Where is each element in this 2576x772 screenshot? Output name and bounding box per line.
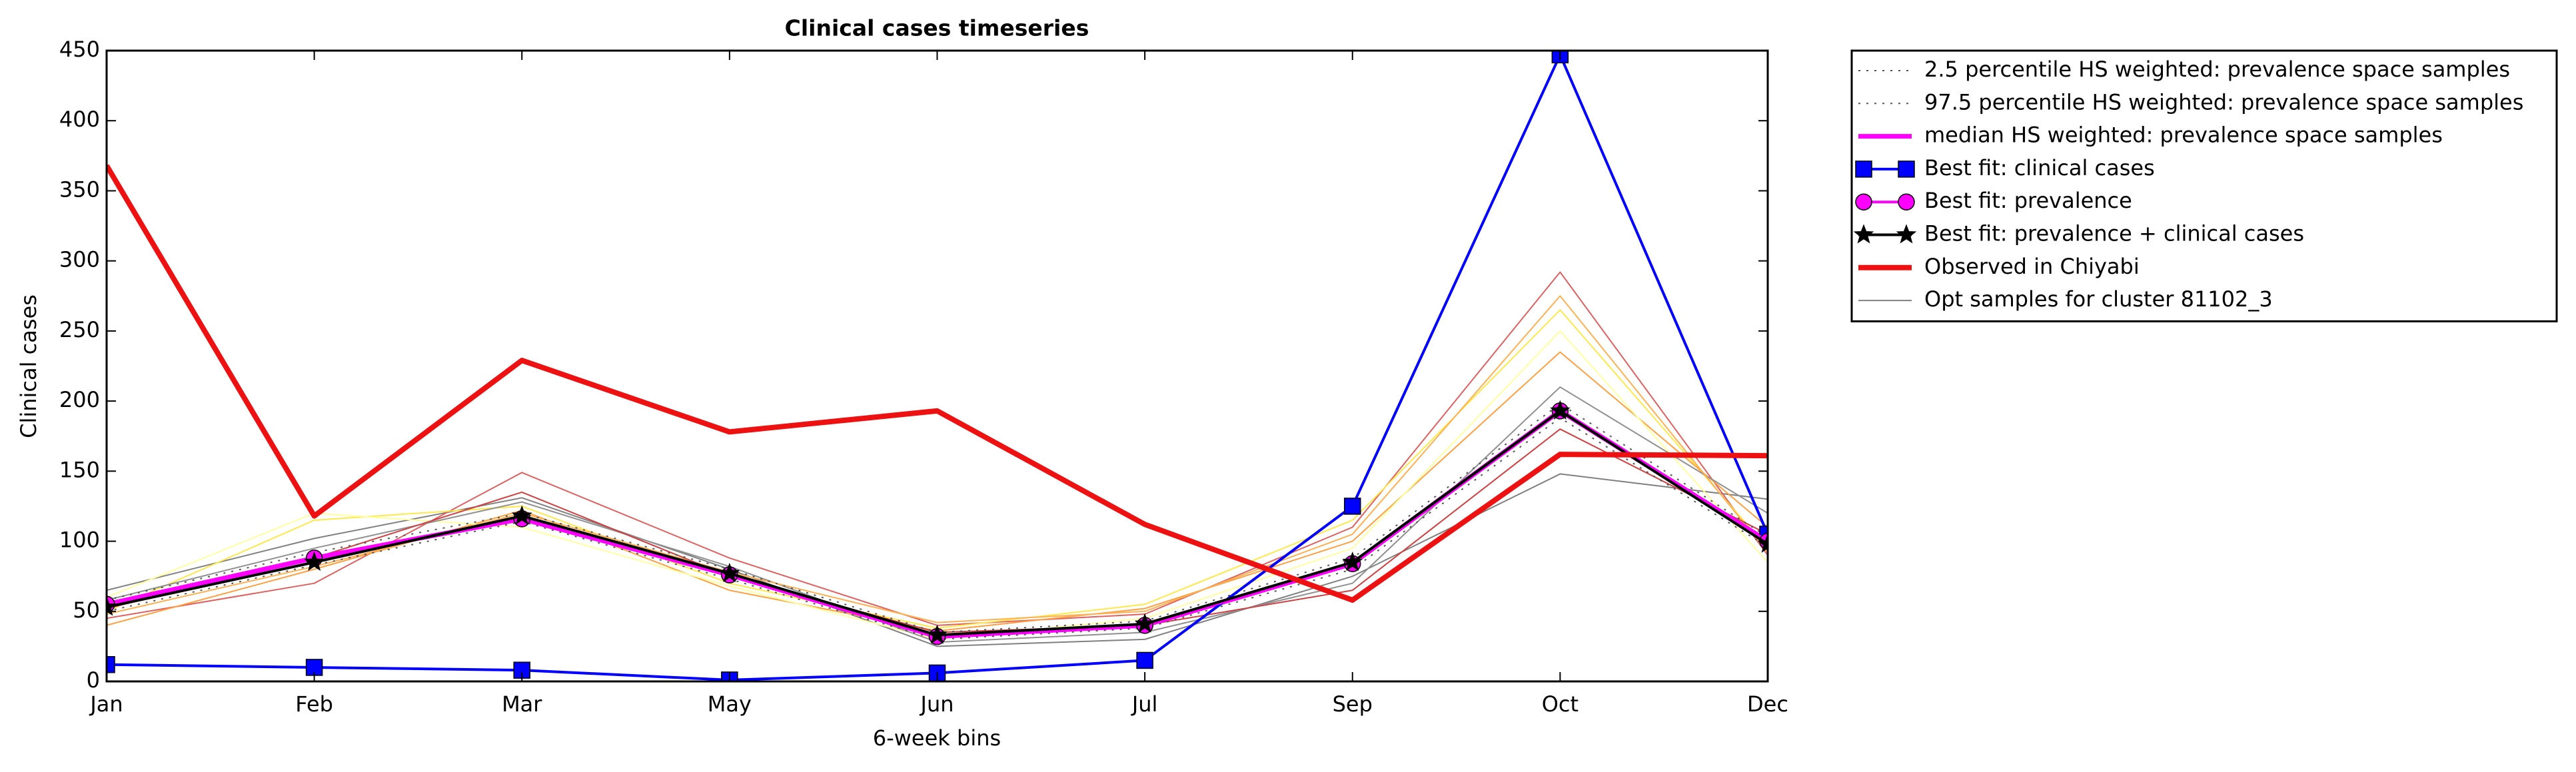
y-tick-label: 150 xyxy=(59,457,100,482)
legend-label: Opt samples for cluster 81102_3 xyxy=(1924,286,2273,312)
marker xyxy=(927,624,948,644)
x-tick-label: Oct xyxy=(1542,691,1579,717)
marker xyxy=(1136,651,1153,669)
plot-area xyxy=(107,51,1768,681)
x-tick-label: May xyxy=(708,691,752,717)
plot-frame xyxy=(105,49,1769,683)
legend-box xyxy=(1850,49,2558,322)
y-tick-label: 300 xyxy=(59,247,100,272)
x-tick-label: Dec xyxy=(1747,691,1788,717)
chart-title: Clinical cases timeseries xyxy=(785,15,1089,41)
y-tick-label: 0 xyxy=(87,667,100,693)
series-line xyxy=(107,417,1768,640)
marker xyxy=(1342,551,1363,572)
y-tick-label: 200 xyxy=(59,387,100,412)
sample-line xyxy=(107,351,1768,632)
legend-label: 2.5 percentile HS weighted: prevalence s… xyxy=(1924,57,2510,82)
marker xyxy=(1855,193,1872,210)
marker xyxy=(107,655,115,673)
sample-line xyxy=(107,295,1768,623)
marker xyxy=(1898,193,1915,210)
series-line xyxy=(107,403,1768,633)
legend-label: 97.5 percentile HS weighted: prevalence … xyxy=(1924,89,2523,115)
legend-label: Best fit: clinical cases xyxy=(1924,155,2155,181)
y-tick-label: 100 xyxy=(59,528,100,553)
series-line xyxy=(107,53,1768,681)
marker xyxy=(511,505,532,525)
legend-label: Observed in Chiyabi xyxy=(1924,254,2140,279)
sample-line xyxy=(107,386,1768,643)
y-tick-label: 400 xyxy=(59,107,100,132)
x-tick-label: Jul xyxy=(1131,691,1158,717)
y-tick-label: 250 xyxy=(59,317,100,342)
x-tick-label: Jan xyxy=(89,691,123,717)
marker xyxy=(1898,161,1915,178)
series-line xyxy=(107,409,1768,637)
legend-label: Best fit: prevalence xyxy=(1924,188,2132,213)
x-axis-label: 6-week bins xyxy=(873,725,1001,751)
series-line xyxy=(107,409,1768,638)
marker xyxy=(304,551,324,572)
legend-label: median HS weighted: prevalence space sam… xyxy=(1924,123,2443,148)
y-tick-label: 350 xyxy=(59,177,100,202)
legend-label: Best fit: prevalence + clinical cases xyxy=(1924,221,2304,246)
sample-line xyxy=(107,271,1768,626)
series-line xyxy=(107,164,1768,603)
marker xyxy=(1896,224,1917,244)
marker xyxy=(107,596,117,616)
x-tick-label: Jun xyxy=(920,691,954,717)
marker xyxy=(1853,224,1874,244)
marker xyxy=(719,562,740,583)
series-line xyxy=(107,408,1768,639)
sample-line xyxy=(107,309,1768,629)
x-tick-label: Feb xyxy=(295,691,333,717)
sample-line xyxy=(107,473,1768,647)
marker xyxy=(1344,498,1361,515)
y-axis-label: Clinical cases xyxy=(16,294,41,438)
x-tick-label: Mar xyxy=(502,691,542,717)
y-tick-label: 50 xyxy=(73,597,100,623)
marker xyxy=(1855,161,1872,178)
marker xyxy=(1134,613,1155,633)
x-tick-label: Sep xyxy=(1333,691,1373,717)
marker xyxy=(1550,400,1571,420)
y-tick-label: 450 xyxy=(59,37,100,62)
